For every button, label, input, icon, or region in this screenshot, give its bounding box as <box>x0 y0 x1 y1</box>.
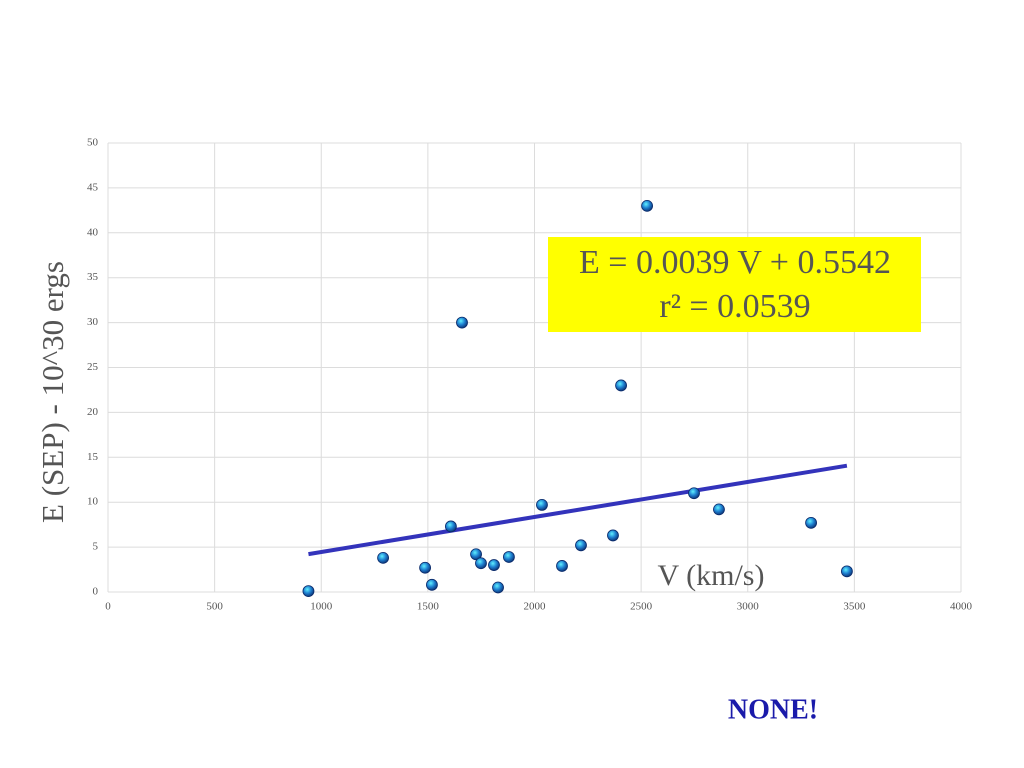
grid <box>107 142 962 593</box>
x-tick-label: 1500 <box>417 601 440 613</box>
data-point <box>492 581 504 594</box>
data-point <box>426 578 438 591</box>
data-point <box>688 487 700 500</box>
data-point <box>536 498 548 511</box>
y-tick-label: 40 <box>87 226 99 238</box>
x-tick-label: 3000 <box>737 601 760 613</box>
data-point <box>615 379 627 392</box>
y-tick-label: 30 <box>87 316 99 328</box>
y-tick-label: 10 <box>87 496 99 508</box>
data-point <box>841 565 853 578</box>
x-tick-label: 500 <box>206 601 223 613</box>
x-tick-label: 1000 <box>310 601 333 613</box>
data-point <box>641 199 653 212</box>
x-axis-label: V (km/s) <box>658 559 765 592</box>
y-tick-label: 0 <box>93 586 99 598</box>
data-point <box>713 503 725 516</box>
data-point <box>607 529 619 542</box>
data-point <box>302 585 315 598</box>
data-point <box>445 520 457 533</box>
data-point <box>503 551 515 563</box>
x-tick-label: 4000 <box>950 601 973 613</box>
trendline <box>308 463 848 557</box>
y-tick-label: 15 <box>87 451 99 463</box>
data-point <box>470 548 482 561</box>
x-tick-label: 2000 <box>524 601 547 613</box>
data-point <box>377 551 389 564</box>
data-point <box>419 561 432 574</box>
annotation-box <box>548 237 921 332</box>
y-tick-label: 20 <box>87 406 99 418</box>
y-tick-label: 5 <box>93 541 99 553</box>
data-point <box>488 559 500 571</box>
r-squared: r² = 0.0539 <box>659 288 810 325</box>
y-tick-label: 50 <box>87 137 99 149</box>
data-point <box>556 560 568 572</box>
data-point <box>475 557 487 570</box>
x-tick-label: 2500 <box>630 601 653 613</box>
equation: E = 0.0039 V + 0.5542 <box>579 244 891 281</box>
x-tick-label: 0 <box>105 601 111 613</box>
note: NONE! <box>728 694 818 725</box>
y-axis-label: E (SEP) - 10^30 ergs <box>35 261 70 523</box>
data-point <box>456 316 468 329</box>
y-tick-label: 25 <box>87 361 99 373</box>
data-point <box>805 516 817 529</box>
data-point <box>575 539 587 552</box>
x-tick-label: 3500 <box>843 601 866 613</box>
y-tick-label: 35 <box>87 271 99 283</box>
y-tick-label: 45 <box>87 181 99 193</box>
